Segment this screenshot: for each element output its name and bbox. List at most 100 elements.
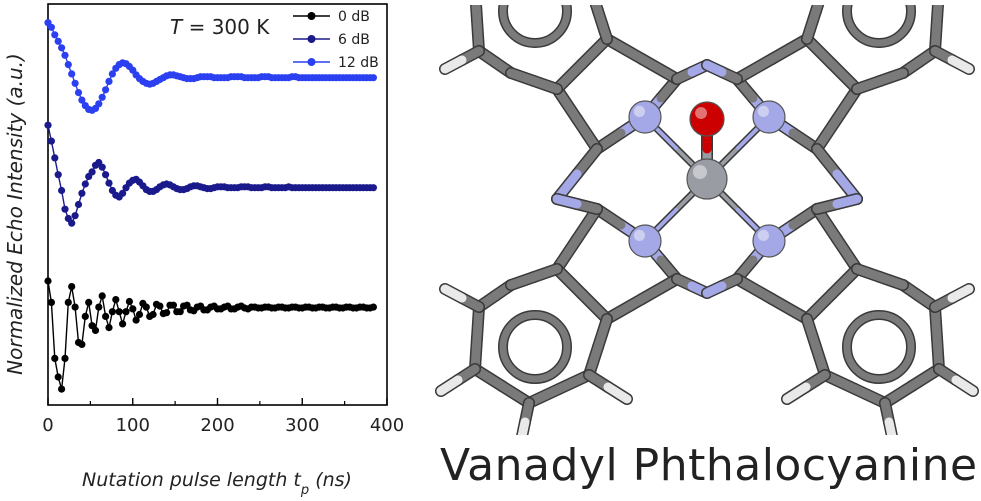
vanadium-atom-highlight [693, 165, 707, 179]
bond [832, 84, 862, 124]
data-point [74, 200, 83, 209]
bond [517, 417, 530, 435]
x-axis-label: Nutation pulse length tp (ns) [82, 469, 352, 498]
data-point [61, 205, 69, 213]
data-point [102, 312, 110, 320]
data-point [71, 79, 79, 87]
x-axis-label-sub: p [300, 483, 309, 498]
series-6-db [44, 121, 377, 227]
data-point [85, 298, 93, 306]
x-tick-label: 100 [116, 415, 150, 436]
data-point [51, 354, 59, 362]
bond [529, 264, 562, 282]
data-point [61, 51, 69, 59]
echo-intensity-chart: 0 100 200 300 400 0 dB 6 dB 12 dB T = 300 K No… [3, 3, 404, 498]
data-point [149, 310, 157, 319]
nitrogen-atom [628, 100, 662, 134]
data-point [105, 324, 113, 332]
data-point [47, 23, 56, 31]
data-point [58, 44, 66, 52]
data-point [119, 189, 127, 197]
aromatic-ring [499, 311, 571, 383]
x-tick-label: 200 [200, 415, 234, 436]
nitrogen-atom-highlight [633, 229, 645, 241]
data-point [47, 137, 56, 145]
data-point [58, 385, 66, 393]
bond [603, 382, 632, 404]
data-point [108, 308, 116, 316]
data-point [98, 292, 106, 300]
nitrogen-atom-highlight [633, 105, 645, 117]
nitrogen-atom-highlight [757, 229, 769, 241]
bond [602, 294, 647, 324]
data-point [71, 303, 79, 311]
data-point [369, 303, 377, 311]
data-point [108, 70, 116, 78]
legend-marker [307, 58, 316, 66]
data-point [119, 320, 127, 328]
data-point [64, 61, 72, 69]
bond [637, 54, 682, 84]
data-point [142, 303, 150, 311]
bond [593, 314, 612, 352]
x-axis-label-var: t [293, 469, 302, 491]
bond [852, 76, 885, 94]
data-point [102, 86, 110, 94]
data-point [47, 298, 56, 306]
y-axis-label: Normalized Echo Intensity (a.u.) [3, 53, 27, 375]
data-point [369, 74, 377, 82]
bond [802, 314, 821, 352]
bond [552, 194, 582, 209]
bond [602, 34, 647, 64]
bond [552, 84, 582, 124]
bond [767, 294, 812, 324]
bond [572, 144, 602, 179]
nitrogen-atom [752, 224, 786, 258]
data-point [54, 373, 62, 381]
bond [702, 281, 727, 298]
data-point [58, 186, 66, 195]
bond [802, 6, 821, 44]
data-point [95, 100, 103, 108]
data-point [64, 298, 72, 306]
series-line [47, 125, 374, 225]
data-point [88, 168, 96, 176]
data-point [68, 219, 76, 227]
bond [440, 55, 467, 74]
nitrogen-atom [628, 224, 662, 258]
temperature-value: = 300 K [182, 15, 270, 39]
data-point [91, 326, 100, 334]
bond [591, 5, 603, 16]
oxygen-atom [689, 101, 725, 137]
bond [951, 375, 978, 396]
data-point [105, 179, 113, 187]
bond [947, 55, 974, 74]
bond [782, 382, 811, 404]
data-point [68, 70, 76, 78]
data-point [163, 309, 171, 317]
series-12-db [44, 19, 377, 114]
data-point [98, 93, 106, 101]
aromatic-ring [843, 5, 915, 47]
bond [637, 274, 682, 304]
aromatic-ring [843, 311, 915, 383]
data-point [74, 89, 83, 97]
data-point [61, 354, 69, 362]
vanadyl-phthalocyanine-structure [435, 5, 979, 435]
nitrogen-atom-highlight [757, 105, 769, 117]
x-axis-label-main: Nutation pulse length [82, 469, 287, 491]
nitrogen-atom [752, 100, 786, 134]
legend-marker [307, 12, 316, 20]
vanadium-atom [686, 158, 728, 200]
x-tick-label: 300 [285, 415, 319, 436]
bond [529, 76, 562, 94]
bond [471, 5, 482, 25]
bond [440, 284, 467, 303]
bond [884, 417, 897, 435]
x-axis-label-unit: (ns) [315, 469, 352, 491]
bond [832, 234, 862, 274]
plot-frame [47, 3, 388, 406]
data-point [122, 308, 130, 316]
data-point [51, 31, 59, 39]
